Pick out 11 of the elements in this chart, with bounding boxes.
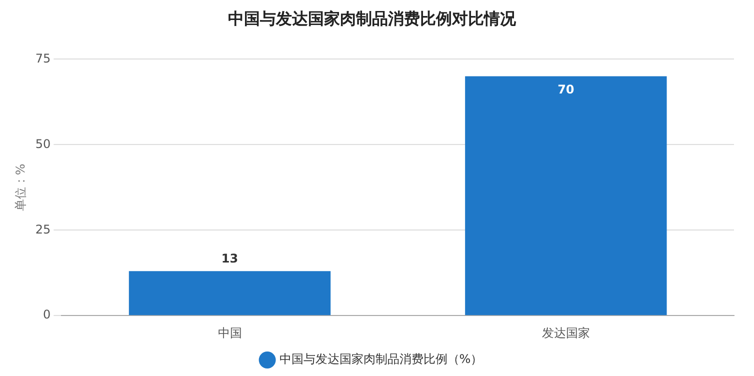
x-tick-label: 发达国家 xyxy=(542,326,590,340)
y-axis-title: 单位：% xyxy=(13,164,28,212)
data-label: 13 xyxy=(221,251,238,266)
legend-label: 中国与发达国家肉制品消费比例（%） xyxy=(279,352,483,366)
x-tick-label: 中国 xyxy=(218,326,242,340)
chart-title: 中国与发达国家肉制品消费比例对比情况 xyxy=(228,8,517,28)
y-tick-label: 75 xyxy=(35,51,51,66)
y-tick-label: 50 xyxy=(35,136,51,151)
data-label: 70 xyxy=(558,82,574,96)
y-tick-label: 25 xyxy=(35,222,51,236)
y-tick-label: 0 xyxy=(43,308,51,322)
